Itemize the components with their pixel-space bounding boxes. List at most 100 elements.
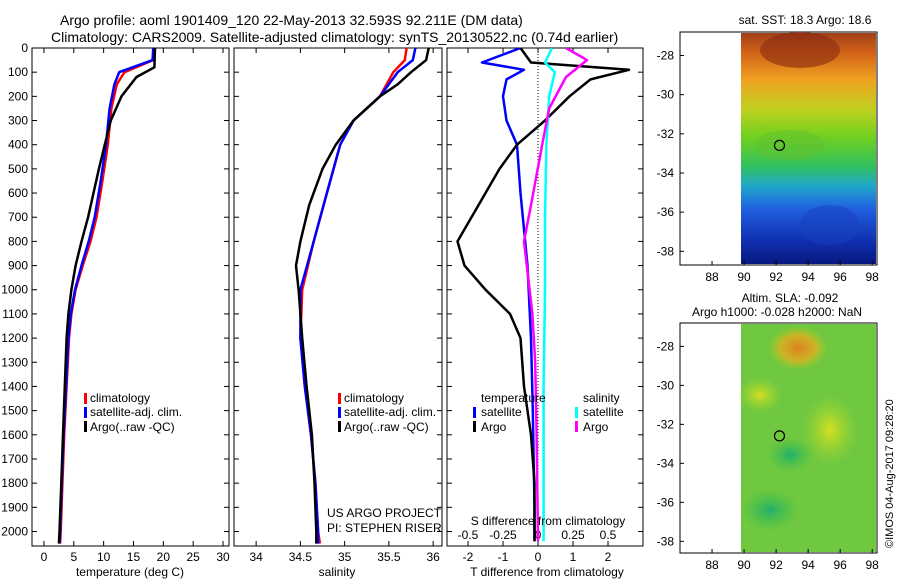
x-tick-label: 15: [127, 550, 141, 564]
map-x-tick-label: 94: [801, 558, 815, 572]
salinity-axes-box: [233, 47, 443, 547]
temperature-axes-box: [31, 47, 230, 547]
difference-series: [456, 48, 631, 542]
sst-map: sat. SST: 18.3 Argo: 18.6 88 90 92 94 96 98 -2…: [657, 13, 880, 284]
legend-label-t-argo: Argo: [481, 420, 507, 434]
legend-group-salinity: salinity: [583, 391, 620, 405]
sst-argo-marker: [773, 139, 786, 151]
depth-axis: 0 100 200 300 400 500 600 700 800 900 1000 1100 1200…: [1, 41, 229, 538]
sst-map-axes: 88 90 92 94 96 98 -28 -30 -32 -34 -36 -38: [657, 48, 880, 284]
figure-title-line2: Climatology: CARS2009. Satellite-adjuste…: [51, 29, 618, 45]
depth-tick-label: 1600: [1, 428, 28, 442]
temperature-xlabel: temperature (deg C): [76, 565, 184, 579]
salinity-x-axis: 34 34.5 35 35.5 36: [249, 48, 440, 564]
map-y-tick-label: -36: [657, 205, 675, 219]
depth-tick-label: 1700: [1, 452, 28, 466]
depth-tick-label: 400: [8, 138, 28, 152]
x-tick-label: 25: [187, 550, 201, 564]
x-tick-label: 0: [41, 550, 48, 564]
legend-swatch-t-argo: [473, 421, 476, 432]
map-x-tick-label: 94: [801, 270, 815, 284]
map-y-tick-label: -30: [657, 378, 675, 392]
depth-tick-label: 1800: [1, 476, 28, 490]
depth-tick-label: 500: [8, 162, 28, 176]
x-tick-label: 0: [535, 550, 542, 564]
x-tick-label: -1: [498, 550, 509, 564]
legend-swatch-s-satellite: [575, 407, 578, 418]
legend-swatch-satellite: [338, 407, 341, 418]
temperature-chart: 0100200300400500600700800900100011001200…: [1, 41, 230, 579]
legend-swatch-satellite: [84, 407, 87, 418]
depth-tick-label: 600: [8, 186, 28, 200]
sla-low-patch: [766, 437, 814, 473]
x-tick-label: 2: [605, 550, 612, 564]
map-x-tick-label: 98: [866, 270, 880, 284]
sla-map-title1: Altim. SLA: -0.092: [742, 291, 839, 305]
sst-cool-patch: [800, 205, 860, 245]
map-x-tick-label: 96: [833, 270, 847, 284]
x-tick-label: 34: [249, 550, 263, 564]
legend-swatch-argo: [84, 421, 87, 432]
legend-group-temperature: temperature: [481, 391, 546, 405]
s-tick-label: 0.5: [600, 528, 617, 542]
legend-label-satellite: satellite-adj. clim.: [344, 405, 436, 419]
sla-yellow-patch: [802, 395, 858, 465]
map-x-tick-label: 90: [737, 558, 751, 572]
sla-high-patch: [768, 326, 828, 370]
salinity-series: [294, 48, 430, 544]
map-x-tick-label: 98: [866, 558, 880, 572]
depth-tick-label: 1100: [2, 307, 28, 321]
map-x-tick-label: 96: [833, 558, 847, 572]
legend-swatch-argo: [338, 421, 341, 432]
series-line-satellite-adj-clim-: [58, 48, 155, 544]
depth-tick-label: 300: [8, 114, 28, 128]
difference-chart: -2 -1 0 1 2 -0.5 -0.25 0 0.25 0.5 T difference f…: [446, 47, 644, 579]
map-x-tick-label: 92: [769, 558, 783, 572]
figure-title-line1: Argo profile: aoml 1901409_120 22-May-20…: [60, 12, 523, 28]
temperature-legend: climatology satellite-adj. clim. Argo(..…: [84, 391, 182, 434]
map-y-tick-label: -36: [657, 495, 675, 509]
series-line-argo-raw-qc-: [57, 48, 157, 544]
x-tick-label: 36: [426, 550, 440, 564]
sla-map-axes: 88 90 92 94 96 98 -28 -30 -32 -34 -36 -38: [657, 339, 880, 572]
x-tick-label: 20: [157, 550, 171, 564]
difference-xlabel: T difference from climatology: [470, 565, 624, 579]
sst-green-patch: [755, 130, 825, 160]
s-tick-label: 0.25: [561, 528, 585, 542]
depth-tick-label: 1500: [1, 404, 28, 418]
legend-label-s-satellite: satellite: [583, 405, 624, 419]
series-line-s-satellite: [542, 48, 557, 542]
legend-label-climatology: climatology: [90, 391, 150, 405]
sst-warm-patch: [760, 32, 840, 68]
legend-label-satellite: satellite-adj. clim.: [90, 405, 182, 419]
map-y-tick-label: -38: [657, 534, 675, 548]
difference-x-axis: -2 -1 0 1 2: [463, 48, 612, 564]
pi-annotation: PI: STEPHEN RISER: [327, 521, 442, 535]
map-y-tick-label: -28: [657, 339, 675, 353]
legend-label-t-satellite: satellite: [481, 405, 522, 419]
x-tick-label: 10: [97, 550, 111, 564]
temperature-series: [57, 48, 157, 544]
x-tick-label: 1: [570, 550, 577, 564]
map-x-tick-label: 88: [705, 270, 719, 284]
legend-swatch-t-satellite: [473, 407, 476, 418]
series-line-satellite-adj-clim-: [299, 48, 417, 544]
x-tick-label: 35.5: [377, 550, 401, 564]
x-tick-label: -2: [463, 550, 474, 564]
depth-tick-label: 1300: [1, 355, 28, 369]
difference-legend: temperature salinity satellite Argo sate…: [473, 391, 624, 434]
map-y-tick-label: -34: [657, 456, 675, 470]
legend-label-climatology: climatology: [344, 391, 404, 405]
depth-tick-label: 1400: [1, 379, 28, 393]
map-y-tick-label: -38: [657, 244, 675, 258]
map-y-tick-label: -30: [657, 88, 675, 102]
depth-tick-label: 900: [8, 259, 28, 273]
s-tick-label: -0.25: [489, 528, 517, 542]
legend-swatch-climatology: [338, 393, 341, 404]
project-annotation: US ARGO PROJECT: [327, 506, 442, 520]
difference-depth-ticks: [447, 47, 643, 532]
map-x-tick-label: 90: [737, 270, 751, 284]
depth-tick-label: 100: [8, 65, 28, 79]
imos-credit: ©IMOS 04-Aug-2017 09:28:20: [884, 399, 896, 548]
series-line-argo-raw-qc-: [294, 48, 430, 544]
